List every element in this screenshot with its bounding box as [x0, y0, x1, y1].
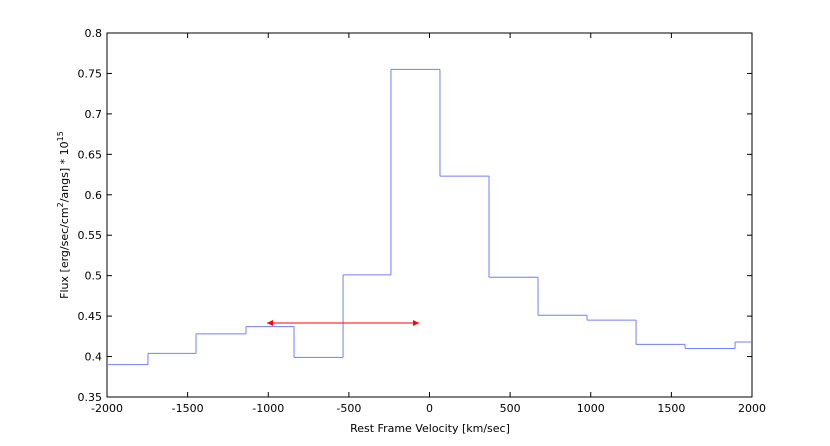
x-tick-label: -500 [336, 402, 361, 415]
y-tick-label: 0.75 [78, 67, 103, 80]
plot-box [106, 32, 753, 398]
y-tick-label: 0.4 [85, 351, 103, 364]
x-axis-label: Rest Frame Velocity [km/sec] [350, 422, 510, 435]
y-tick-label: 0.7 [85, 108, 103, 121]
y-label-part: Flux [erg/sec/cm [58, 207, 71, 298]
y-tick-label: 0.45 [78, 310, 103, 323]
y-label-part: /angs] * 10 [58, 141, 71, 202]
arrow-head [266, 319, 273, 326]
y-tick-label: 0.5 [85, 270, 103, 283]
x-tick-label: 1000 [577, 402, 605, 415]
y-axis-label: Flux [erg/sec/cm2/angs] * 1015 [56, 131, 71, 299]
x-tick-label: 500 [500, 402, 521, 415]
x-tick-label: 0 [426, 402, 433, 415]
y-tick-label: 0.55 [78, 229, 103, 242]
y-tick-label: 0.8 [85, 27, 103, 40]
x-tick-label: 1500 [657, 402, 685, 415]
y-label-sup: 15 [56, 131, 65, 141]
y-tick-label: 0.35 [78, 391, 103, 404]
x-tick-label: -1500 [172, 402, 204, 415]
y-tick-label: 0.65 [78, 148, 103, 161]
x-tick-label: -2000 [91, 402, 123, 415]
x-tick-label: 2000 [738, 402, 766, 415]
arrow-head [413, 319, 420, 326]
y-label-sup: 2 [56, 202, 65, 207]
y-tick-label: 0.6 [85, 189, 103, 202]
x-tick-label: -1000 [252, 402, 284, 415]
